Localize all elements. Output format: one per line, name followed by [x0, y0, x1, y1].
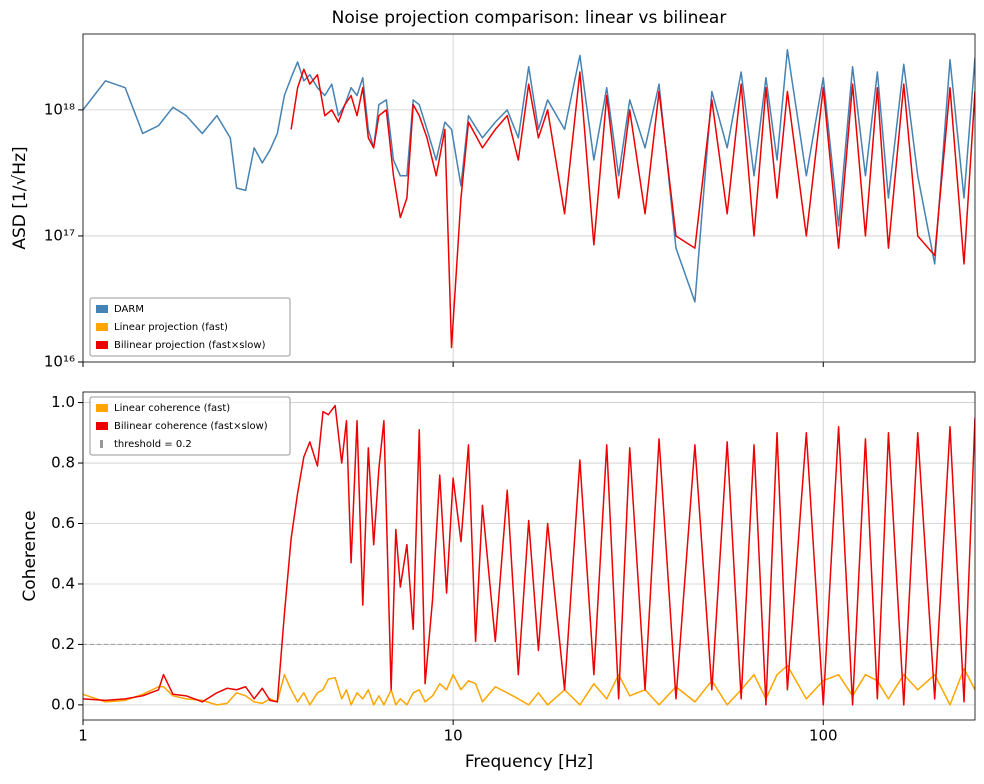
- plot-area: [83, 404, 975, 706]
- y-tick-label: 1.0: [51, 393, 75, 411]
- y-tick-label: 0.0: [51, 695, 75, 713]
- legend-swatch: [96, 404, 108, 412]
- series-line: [83, 664, 975, 706]
- y-tick-label: 0.2: [51, 635, 75, 653]
- legend-label: Bilinear coherence (fast×slow): [114, 421, 268, 432]
- y-tick-label: 0.4: [51, 574, 75, 592]
- legend-swatch: [96, 341, 108, 349]
- legend-label: Bilinear projection (fast×slow): [114, 340, 266, 351]
- y-tick-label: 0.8: [51, 454, 75, 472]
- y-axis-label: Coherence: [20, 510, 40, 601]
- y-axis-label: ASD [1/√Hz]: [10, 146, 30, 249]
- y-tick-label: 10¹⁸: [44, 100, 75, 118]
- y-tick-label: 10¹⁷: [44, 226, 75, 244]
- legend-swatch: [96, 305, 108, 313]
- legend-swatch: [100, 440, 103, 448]
- axes-frame: [82, 33, 976, 363]
- legend-label: Linear projection (fast): [114, 322, 228, 333]
- x-tick-label: 1: [78, 727, 88, 745]
- x-axis-label: Frequency [Hz]: [465, 752, 593, 772]
- x-tick-label: 10: [444, 727, 463, 745]
- series-line: [290, 68, 975, 349]
- legend-swatch: [96, 422, 108, 430]
- series-line: [83, 49, 975, 303]
- legend-box: [89, 396, 291, 456]
- legend-swatch: [96, 323, 108, 331]
- legend-label: threshold = 0.2: [114, 439, 192, 450]
- plot-area: [83, 49, 975, 349]
- axes-frame: [82, 391, 976, 721]
- x-tick-label: 100: [809, 727, 838, 745]
- series-line: [83, 404, 975, 706]
- chart-title: Noise projection comparison: linear vs b…: [332, 8, 727, 28]
- legend-box: [89, 297, 291, 357]
- legend-label: Linear coherence (fast): [114, 403, 230, 414]
- y-tick-label: 10¹⁶: [44, 353, 75, 371]
- legend-label: DARM: [114, 304, 144, 315]
- y-tick-label: 0.6: [51, 514, 75, 532]
